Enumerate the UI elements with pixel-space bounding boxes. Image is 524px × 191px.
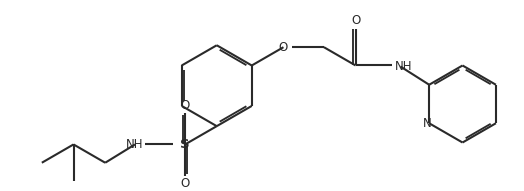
Text: O: O — [180, 99, 190, 112]
Text: NH: NH — [395, 60, 412, 73]
Text: O: O — [351, 14, 360, 27]
Text: O: O — [279, 41, 288, 54]
Text: S: S — [180, 138, 190, 151]
Text: NH: NH — [126, 138, 144, 151]
Text: O: O — [180, 176, 190, 189]
Text: N: N — [423, 117, 432, 130]
